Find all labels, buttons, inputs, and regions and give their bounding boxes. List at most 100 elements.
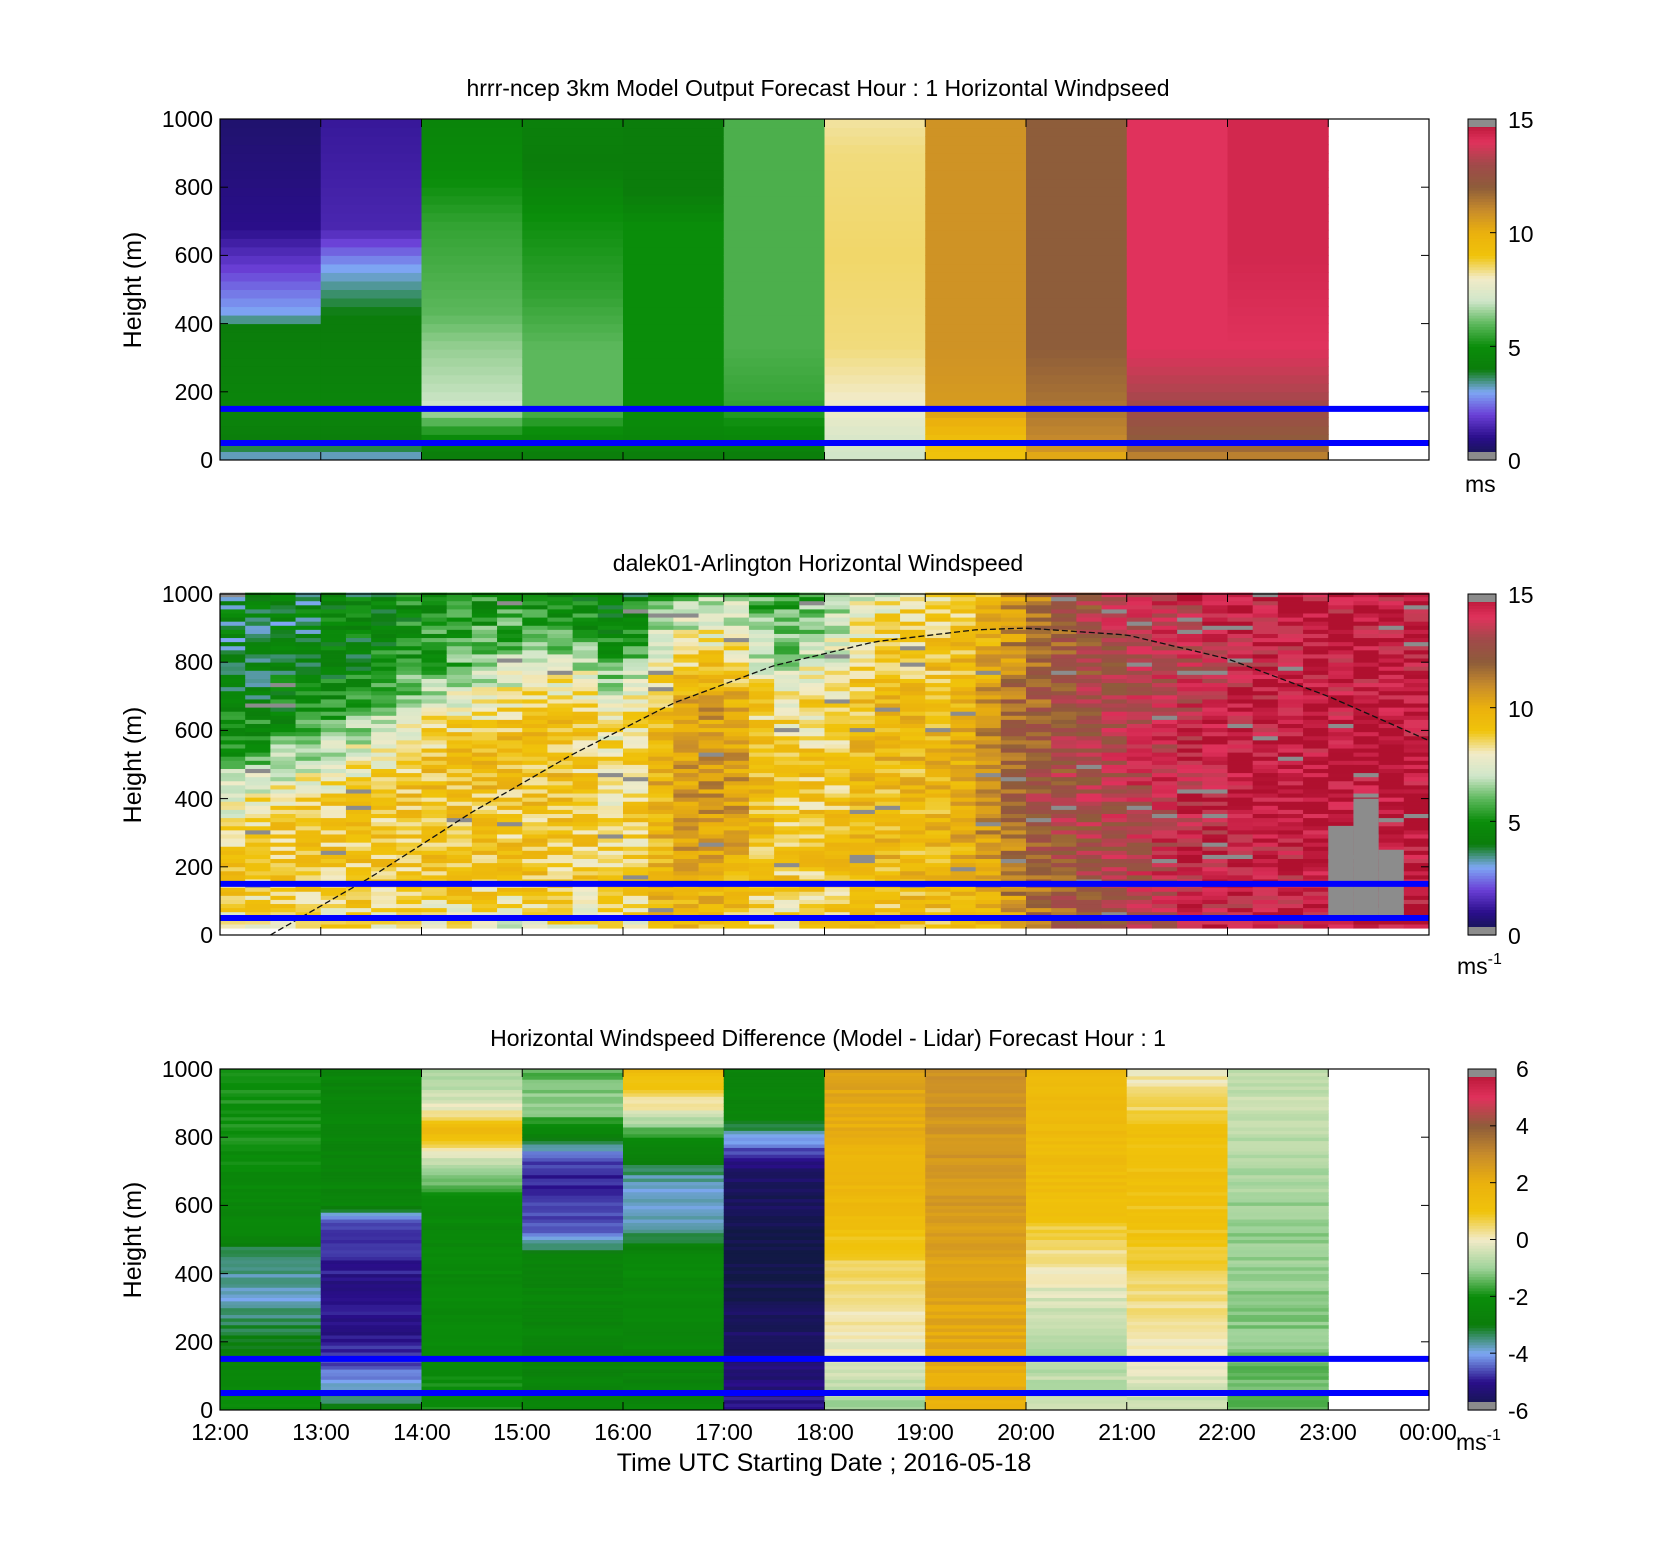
heatmap-cell bbox=[1252, 776, 1279, 782]
colorbar-segment bbox=[1468, 190, 1496, 194]
heatmap-cell bbox=[245, 641, 271, 647]
heatmap-cell bbox=[1403, 789, 1430, 794]
heatmap-cell bbox=[623, 658, 649, 663]
heatmap-cell bbox=[1277, 719, 1304, 724]
heatmap-cell bbox=[1277, 887, 1304, 892]
heatmap-cell bbox=[1076, 682, 1102, 688]
heatmap-cell bbox=[1101, 772, 1128, 778]
heatmap-cell bbox=[874, 731, 901, 737]
heatmap-cell bbox=[925, 748, 951, 753]
heatmap-cell bbox=[774, 784, 800, 790]
heatmap-cell bbox=[1126, 858, 1153, 864]
heatmap-cell bbox=[1227, 383, 1329, 393]
heatmap-cell bbox=[824, 764, 851, 769]
heatmap-cell bbox=[1026, 357, 1128, 367]
heatmap-cell bbox=[270, 776, 296, 782]
colorbar-segment bbox=[1468, 784, 1496, 788]
heatmap-cell bbox=[320, 1096, 422, 1101]
heatmap-cell bbox=[1151, 629, 1178, 634]
heatmap-cell bbox=[220, 1406, 322, 1411]
heatmap-cell bbox=[421, 391, 523, 401]
heatmap-cell bbox=[1126, 674, 1153, 679]
heatmap-cell bbox=[673, 854, 699, 860]
colorbar-segment bbox=[1468, 300, 1496, 305]
heatmap-cell bbox=[1227, 604, 1254, 610]
heatmap-cell bbox=[1026, 272, 1128, 282]
heatmap-cell bbox=[1252, 801, 1279, 806]
colorbar-segment bbox=[1468, 676, 1496, 680]
heatmap-cell bbox=[220, 1161, 322, 1165]
heatmap-cell bbox=[748, 633, 775, 639]
heatmap-cell bbox=[1151, 768, 1178, 774]
heatmap-cell bbox=[1303, 911, 1329, 917]
heatmap-cell bbox=[1328, 686, 1354, 692]
heatmap-cell bbox=[1026, 735, 1052, 741]
heatmap-cell bbox=[371, 903, 397, 909]
heatmap-cell bbox=[547, 739, 574, 745]
heatmap-cell bbox=[1227, 817, 1254, 823]
heatmap-cell bbox=[597, 772, 624, 778]
heatmap-cell bbox=[673, 772, 699, 778]
heatmap-cell bbox=[925, 604, 951, 610]
heatmap-cell bbox=[673, 625, 699, 630]
heatmap-cell bbox=[673, 776, 699, 782]
heatmap-cell bbox=[1353, 760, 1380, 765]
heatmap-cell bbox=[1051, 592, 1077, 598]
heatmap-cell bbox=[1076, 596, 1102, 602]
heatmap-cell bbox=[1026, 417, 1128, 427]
heatmap-cell bbox=[245, 805, 271, 810]
heatmap-cell bbox=[698, 744, 725, 749]
heatmap-cell bbox=[723, 400, 825, 410]
heatmap-cell bbox=[1227, 592, 1254, 598]
heatmap-cell bbox=[748, 592, 775, 598]
heatmap-cell bbox=[421, 842, 448, 847]
heatmap-cell bbox=[572, 645, 599, 651]
heatmap-cell bbox=[874, 842, 901, 847]
heatmap-cell bbox=[421, 678, 448, 684]
heatmap-cell bbox=[1126, 178, 1228, 188]
heatmap-cell bbox=[471, 809, 498, 814]
heatmap-cell bbox=[345, 629, 372, 634]
heatmap-cell bbox=[320, 298, 422, 308]
heatmap-cell bbox=[673, 813, 699, 819]
heatmap-cell bbox=[295, 723, 322, 729]
heatmap-cell bbox=[925, 920, 951, 925]
heatmap-cell bbox=[900, 731, 926, 737]
heatmap-cell bbox=[1353, 707, 1380, 712]
heatmap-cell bbox=[270, 592, 296, 598]
heatmap-cell bbox=[1101, 641, 1128, 647]
heatmap-cell bbox=[270, 678, 296, 684]
heatmap-cell bbox=[1403, 621, 1430, 626]
heatmap-cell bbox=[547, 600, 574, 606]
heatmap-cell bbox=[1303, 776, 1329, 782]
heatmap-cell bbox=[824, 654, 851, 659]
heatmap-cell bbox=[446, 924, 473, 929]
heatmap-cell bbox=[1177, 735, 1203, 741]
heatmap-cell bbox=[824, 127, 926, 137]
heatmap-cell bbox=[1403, 874, 1430, 880]
heatmap-cell bbox=[1277, 645, 1304, 651]
heatmap-cell bbox=[748, 903, 775, 909]
heatmap-cell bbox=[220, 1304, 322, 1309]
heatmap-cell bbox=[1252, 703, 1279, 708]
heatmap-cell bbox=[371, 703, 397, 708]
heatmap-cell bbox=[421, 144, 523, 154]
heatmap-cell bbox=[320, 723, 347, 729]
colorbar-segment bbox=[1468, 761, 1496, 766]
heatmap-cell bbox=[849, 752, 876, 757]
heatmap-cell bbox=[849, 629, 876, 634]
heatmap-cell bbox=[799, 609, 825, 614]
colorbar-segment bbox=[1468, 244, 1496, 248]
heatmap-cell bbox=[824, 357, 926, 367]
heatmap-cell bbox=[1101, 739, 1128, 745]
heatmap-cell bbox=[1403, 760, 1430, 765]
heatmap-cell bbox=[547, 609, 574, 614]
heatmap-cell bbox=[295, 629, 322, 634]
heatmap-cell bbox=[1000, 715, 1027, 720]
colorbar-segment bbox=[1468, 696, 1496, 700]
heatmap-cell bbox=[1051, 600, 1077, 606]
heatmap-cell bbox=[522, 641, 548, 647]
heatmap-cell bbox=[673, 596, 699, 602]
heatmap-cell bbox=[1303, 760, 1329, 765]
heatmap-cell bbox=[698, 760, 725, 765]
